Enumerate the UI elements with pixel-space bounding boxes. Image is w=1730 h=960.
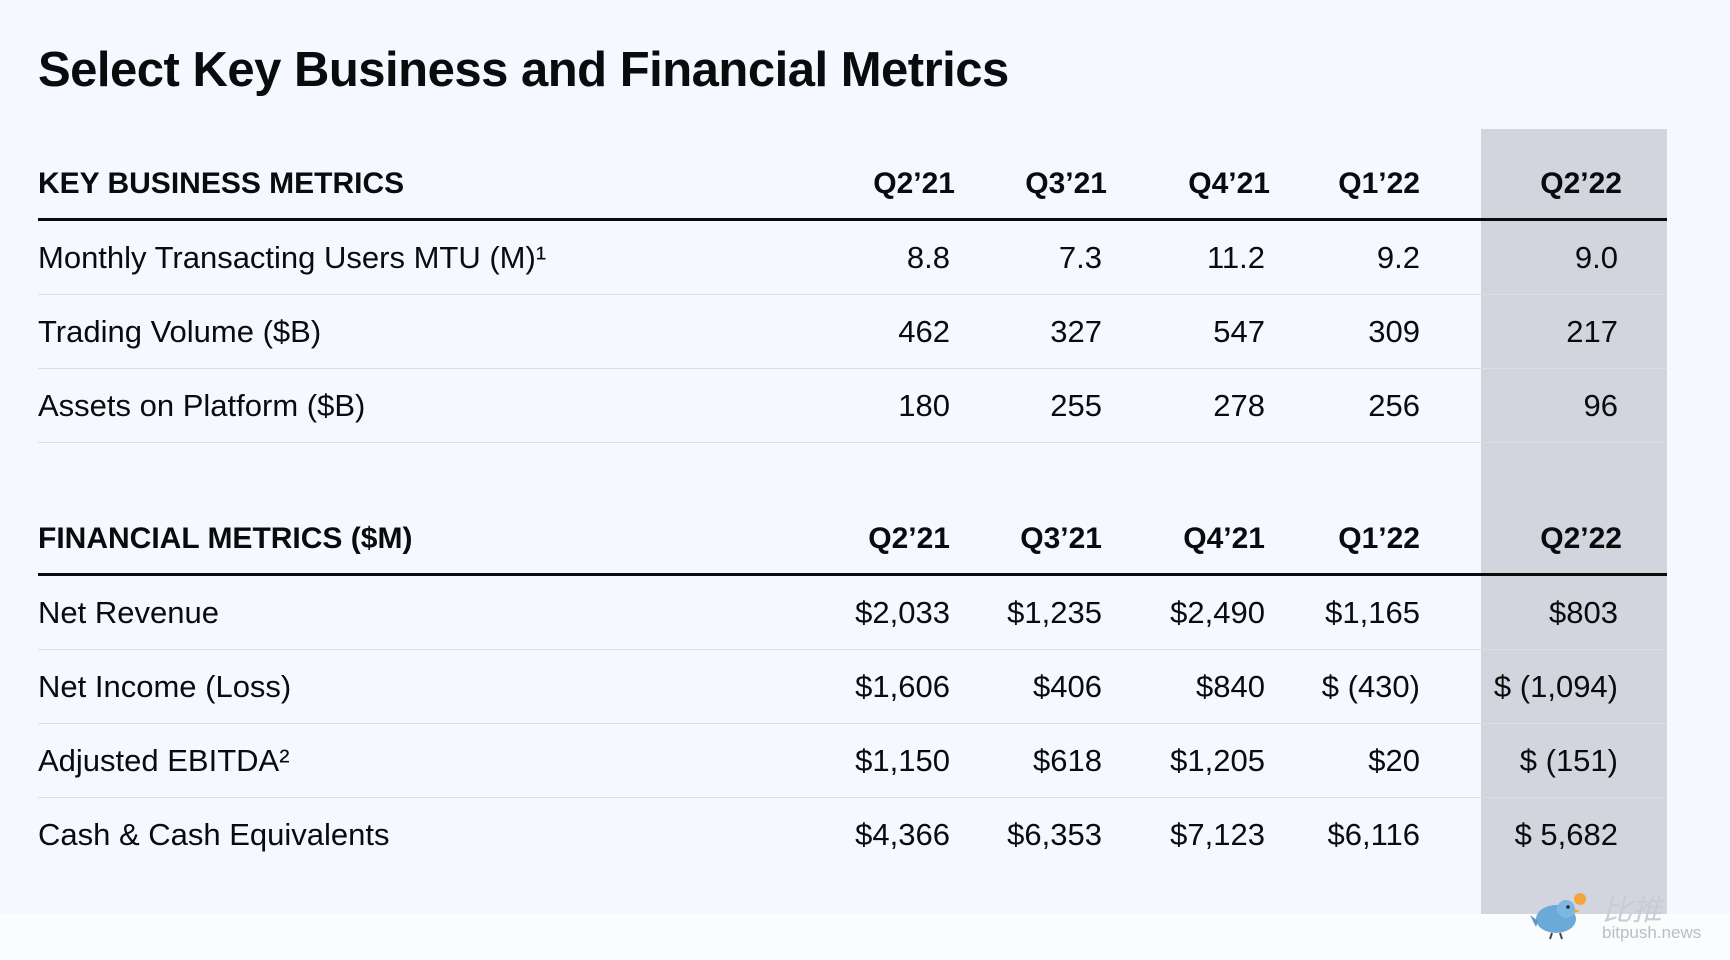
table-header-row: KEY BUSINESS METRICS Q2’21 Q3’21 Q4’21 Q… <box>38 150 1667 221</box>
watermark: 比推 bitpush.news <box>1530 885 1725 945</box>
cell-value: $1,205 <box>1170 742 1265 778</box>
watermark-text-en: bitpush.news <box>1602 923 1702 942</box>
cell-value: $ 5,682 <box>1514 816 1618 852</box>
table-row: Cash & Cash Equivalents $4,366 $6,353 $7… <box>38 798 1667 871</box>
table-row: Trading Volume ($B) 462 327 547 309 217 <box>38 295 1667 369</box>
table-header-row: FINANCIAL METRICS ($M) Q2’21 Q3’21 Q4’21… <box>38 505 1667 576</box>
column-header: Q2’21 <box>868 522 950 555</box>
cell-value: 8.8 <box>906 239 950 275</box>
cell-value: $1,150 <box>855 742 950 778</box>
section-header: KEY BUSINESS METRICS <box>38 167 405 200</box>
row-label: Net Income (Loss) <box>38 668 292 704</box>
column-header: Q4’21 <box>1183 522 1265 555</box>
column-header: Q1’22 <box>1338 522 1420 555</box>
row-label: Net Revenue <box>38 594 219 630</box>
cell-value: 96 <box>1583 387 1618 423</box>
table-row: Assets on Platform ($B) 180 255 278 256 … <box>38 369 1667 443</box>
cell-value: $1,165 <box>1325 594 1420 630</box>
row-label: Adjusted EBITDA² <box>38 742 290 778</box>
cell-value: $1,606 <box>855 668 950 704</box>
cell-value: $6,353 <box>1007 816 1102 852</box>
bird-logo-icon <box>1530 893 1586 940</box>
cell-value: $618 <box>1033 742 1102 778</box>
table-row: Monthly Transacting Users MTU (M)¹ 8.8 7… <box>38 221 1667 295</box>
financial-metrics-table: FINANCIAL METRICS ($M) Q2’21 Q3’21 Q4’21… <box>38 505 1667 871</box>
cell-value: 180 <box>898 387 950 423</box>
cell-value: 309 <box>1368 313 1420 349</box>
table-row: Adjusted EBITDA² $1,150 $618 $1,205 $20 … <box>38 724 1667 798</box>
cell-value: $406 <box>1033 668 1102 704</box>
section-header: FINANCIAL METRICS ($M) <box>38 522 413 555</box>
cell-value: 255 <box>1050 387 1102 423</box>
column-header: Q2’21 <box>873 167 955 200</box>
column-header: Q2’22 <box>1540 167 1622 200</box>
column-header: Q2’22 <box>1540 522 1622 555</box>
cell-value: 7.3 <box>1058 239 1102 275</box>
cell-value: 547 <box>1213 313 1265 349</box>
cell-value: $4,366 <box>855 816 950 852</box>
highlight-column-q2-22 <box>1481 129 1667 914</box>
cell-value: $7,123 <box>1170 816 1265 852</box>
row-label: Cash & Cash Equivalents <box>38 816 390 852</box>
cell-value: 11.2 <box>1206 239 1265 275</box>
row-label: Assets on Platform ($B) <box>38 387 366 423</box>
cell-value: $ (151) <box>1519 742 1618 778</box>
cell-value: 462 <box>898 313 950 349</box>
row-label: Monthly Transacting Users MTU (M)¹ <box>38 239 547 275</box>
cell-value: $1,235 <box>1007 594 1102 630</box>
column-header: Q1’22 <box>1338 167 1420 200</box>
key-business-metrics-table: KEY BUSINESS METRICS Q2’21 Q3’21 Q4’21 Q… <box>38 150 1667 443</box>
cell-value: $2,490 <box>1170 594 1265 630</box>
column-header: Q4’21 <box>1188 167 1270 200</box>
row-label: Trading Volume ($B) <box>38 313 322 349</box>
column-header: Q3’21 <box>1025 167 1107 200</box>
cell-value: $ (1,094) <box>1493 668 1618 704</box>
cell-value: $ (430) <box>1321 668 1420 704</box>
cell-value: $6,116 <box>1327 816 1420 852</box>
page-title: Select Key Business and Financial Metric… <box>38 43 1009 97</box>
cell-value: 256 <box>1368 387 1420 423</box>
table-row: Net Revenue $2,033 $1,235 $2,490 $1,165 … <box>38 576 1667 650</box>
cell-value: 9.0 <box>1574 239 1618 275</box>
cell-value: 278 <box>1213 387 1265 423</box>
watermark-text-cn: 比推 <box>1602 893 1662 928</box>
cell-value: $840 <box>1196 668 1265 704</box>
table-row: Net Income (Loss) $1,606 $406 $840 $ (43… <box>38 650 1667 724</box>
cell-value: 217 <box>1566 313 1618 349</box>
footer-strip <box>0 914 1730 960</box>
column-header: Q3’21 <box>1020 522 1102 555</box>
cell-value: $20 <box>1368 742 1420 778</box>
slide-background <box>0 0 1730 914</box>
cell-value: 327 <box>1050 313 1102 349</box>
cell-value: $2,033 <box>855 594 950 630</box>
cell-value: $803 <box>1549 594 1618 630</box>
cell-value: 9.2 <box>1376 239 1420 275</box>
